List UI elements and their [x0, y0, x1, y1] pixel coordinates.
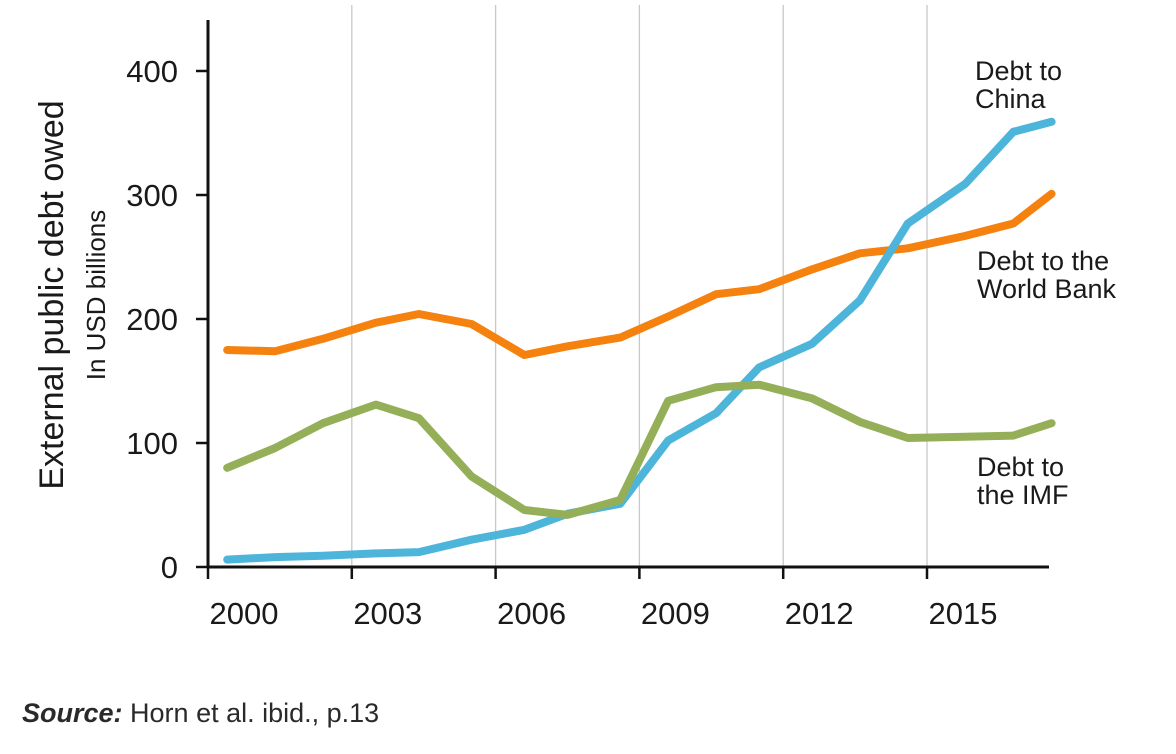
y-tick-label-400: 400 — [126, 54, 178, 89]
grid-lines — [351, 5, 928, 567]
y-axis-subtitle: In USD billions — [81, 210, 111, 381]
source-label: Source: — [22, 698, 123, 728]
x-tick-label-2000: 2000 — [210, 596, 279, 631]
series-label-line: Debt to the — [977, 246, 1109, 276]
series-line-debt-to-the-world-bank — [223, 189, 1056, 359]
y-tick-label-200: 200 — [126, 302, 178, 337]
series-label-line: World Bank — [977, 274, 1117, 304]
source-note: Source: Horn et al. ibid., p.13 — [22, 698, 379, 729]
y-tick-label-100: 100 — [126, 426, 178, 461]
series-label-line: the IMF — [977, 480, 1069, 510]
x-tick-label-2009: 2009 — [641, 596, 710, 631]
series-line-debt-to-the-imf — [223, 380, 1056, 519]
series-label-line: Debt to — [975, 56, 1062, 86]
x-tick-label-2015: 2015 — [929, 596, 998, 631]
source-text: Horn et al. ibid., p.13 — [130, 698, 380, 728]
series-lines — [223, 117, 1056, 564]
x-tick-label-2003: 2003 — [353, 596, 422, 631]
y-axis-title-group: External public debt owed In USD billion… — [33, 100, 111, 489]
x-tick-label-2012: 2012 — [785, 596, 854, 631]
y-tick-label-0: 0 — [161, 550, 178, 585]
axes: 0 100 200 300 400 2000 2003 2006 2009 2012 2015 — [126, 20, 1049, 631]
y-tick-label-300: 300 — [126, 178, 178, 213]
series-label-line: China — [975, 84, 1047, 114]
x-tick-label-2006: 2006 — [497, 596, 566, 631]
series-line-debt-to-china — [223, 117, 1056, 564]
series-label-line: Debt to — [977, 452, 1064, 482]
chart: 0 100 200 300 400 2000 2003 2006 2009 2012 2015 Ex… — [33, 5, 1117, 631]
y-axis-title: External public debt owed — [33, 100, 71, 489]
